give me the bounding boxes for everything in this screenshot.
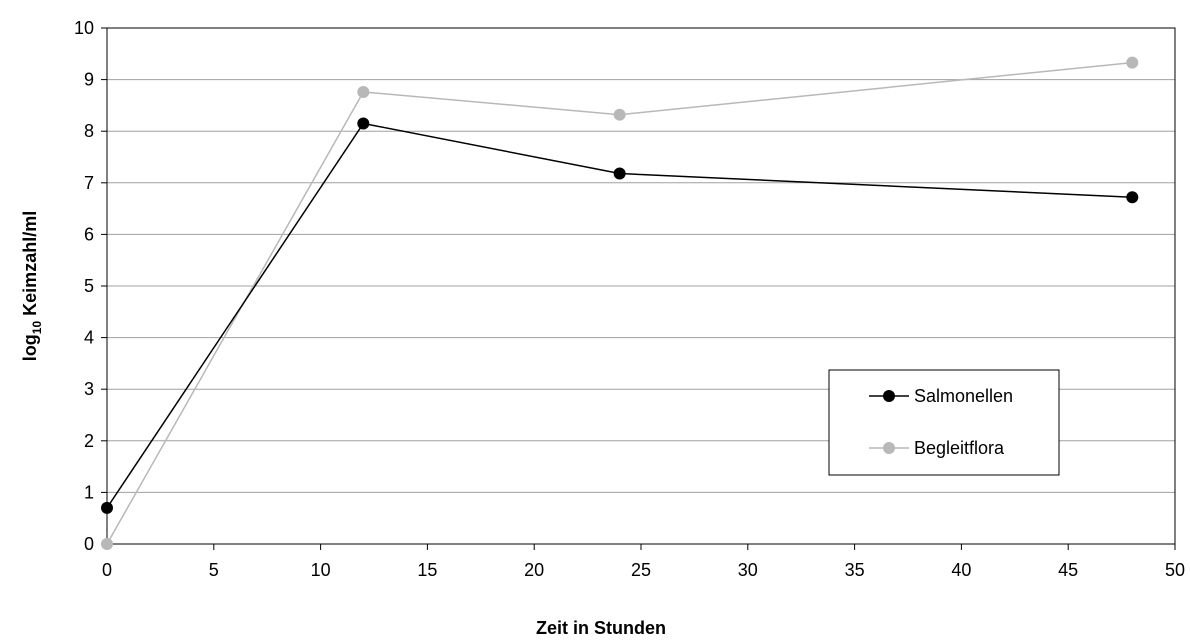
data-point-begleitflora xyxy=(613,108,626,121)
y-tick-label: 8 xyxy=(84,121,94,141)
x-tick-label: 45 xyxy=(1058,560,1078,580)
y-tick-label: 10 xyxy=(74,18,94,38)
y-tick-label: 5 xyxy=(84,276,94,296)
x-tick-label: 20 xyxy=(524,560,544,580)
legend-swatch-marker-salmonellen xyxy=(883,390,895,402)
y-tick-label: 4 xyxy=(84,328,94,348)
data-point-salmonellen xyxy=(613,167,626,180)
x-axis-title: Zeit in Stunden xyxy=(536,618,666,638)
x-tick-label: 30 xyxy=(738,560,758,580)
y-axis-title-subscript: 10 xyxy=(30,321,44,335)
x-tick-label: 15 xyxy=(417,560,437,580)
x-tick-label: 5 xyxy=(209,560,219,580)
series-line-begleitflora xyxy=(106,61,1133,545)
legend: Salmonellen Begleitflora xyxy=(828,369,1060,476)
x-tick-label: 25 xyxy=(631,560,651,580)
x-tick-label: 0 xyxy=(102,560,112,580)
y-tick-label: 7 xyxy=(84,173,94,193)
series-layer xyxy=(101,56,1139,550)
y-axis-title: log10 Keimzahl/ml xyxy=(20,211,44,361)
y-tick-label: 9 xyxy=(84,70,94,90)
y-tick-label: 2 xyxy=(84,431,94,451)
data-point-salmonellen xyxy=(101,501,113,514)
legend-label-salmonellen: Salmonellen xyxy=(914,386,1013,406)
y-tick-label: 6 xyxy=(84,224,94,244)
legend-swatch-marker-begleitflora xyxy=(883,442,895,454)
y-axis-title-prefix: log xyxy=(20,334,40,361)
legend-box xyxy=(828,369,1060,476)
y-axis: 0 1 2 3 4 5 6 7 8 9 10 xyxy=(74,18,107,554)
data-point-begleitflora xyxy=(1126,56,1139,69)
data-point-begleitflora xyxy=(101,538,113,550)
data-point-salmonellen xyxy=(1126,191,1139,204)
series-line-salmonellen xyxy=(106,122,1133,509)
x-tick-label: 10 xyxy=(311,560,331,580)
data-point-salmonellen xyxy=(357,117,370,130)
y-tick-label: 3 xyxy=(84,379,94,399)
y-tick-label: 0 xyxy=(84,534,94,554)
y-tick-label: 1 xyxy=(84,482,94,502)
gridlines xyxy=(107,79,1175,493)
x-tick-label: 40 xyxy=(951,560,971,580)
x-axis: 0 5 10 15 20 25 30 35 40 45 50 xyxy=(102,544,1185,580)
y-axis-title-suffix: Keimzahl/ml xyxy=(20,211,40,321)
data-point-begleitflora xyxy=(357,85,370,98)
x-tick-label: 35 xyxy=(845,560,865,580)
legend-label-begleitflora: Begleitflora xyxy=(914,438,1005,458)
x-tick-label: 50 xyxy=(1165,560,1185,580)
